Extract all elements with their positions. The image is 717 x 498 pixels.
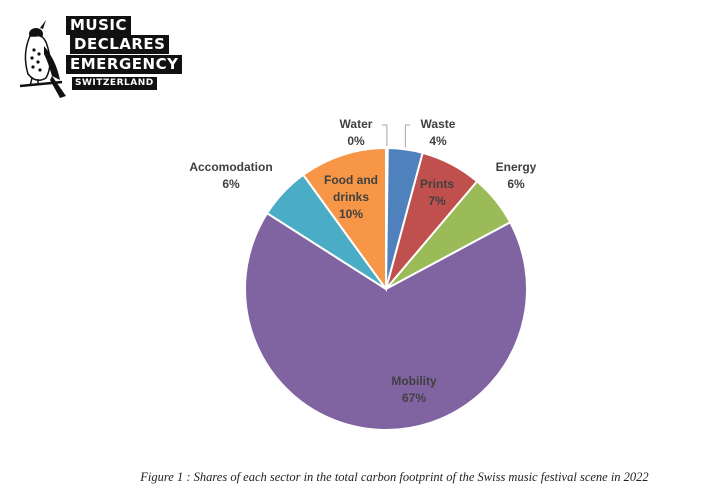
logo-text-declares: DECLARES xyxy=(70,35,170,54)
music-declares-emergency-logo: MUSIC DECLARES EMERGENCY SWITZERLAND xyxy=(16,10,186,105)
label-water: Water 0% xyxy=(340,117,373,148)
logo-text-switzerland: SWITZERLAND xyxy=(72,77,157,90)
leader-line-waste xyxy=(404,124,410,148)
slice-mobility xyxy=(244,211,528,431)
songbird-icon xyxy=(19,20,66,98)
label-accomodation: Accomodation 6% xyxy=(189,160,272,191)
label-waste: Waste 4% xyxy=(421,117,456,148)
slice-food-and-drinks xyxy=(301,146,387,293)
leader-line-water xyxy=(382,124,388,147)
pie-chart: Water 0% Waste 4% Prints 7% Energy 6% Mobility 67… xyxy=(189,117,537,431)
logo-text-music: MUSIC xyxy=(66,16,131,35)
pie-slices xyxy=(244,146,528,431)
label-energy: Energy 6% xyxy=(496,160,537,191)
pie-labels: Water 0% Waste 4% Prints 7% Energy 6% Mobility 67… xyxy=(189,117,536,405)
logo-text-emergency: EMERGENCY xyxy=(66,55,183,74)
label-mobility: Mobility 67% xyxy=(391,374,437,405)
label-prints: Prints 7% xyxy=(420,177,454,208)
figure-caption: Figure 1 : Shares of each sector in the … xyxy=(140,470,649,484)
label-food-and-drinks: Food and drinks 10% xyxy=(324,173,378,221)
